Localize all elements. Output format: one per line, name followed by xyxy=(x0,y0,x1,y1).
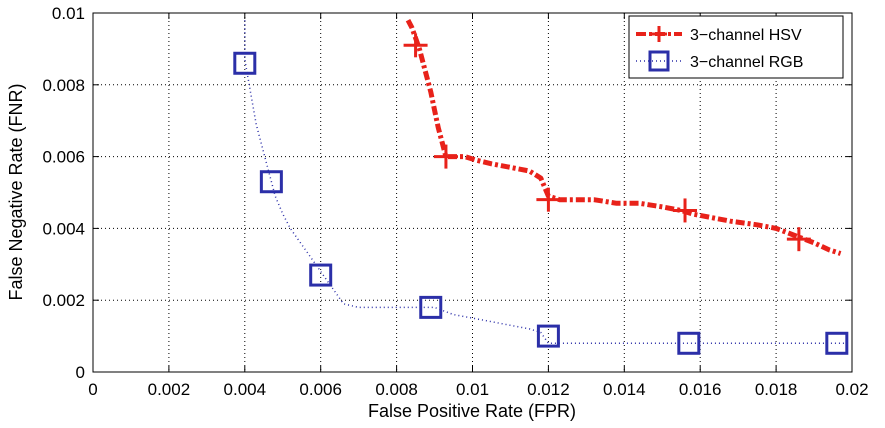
y-tick-label: 0.004 xyxy=(42,219,85,238)
y-tick-label: 0.006 xyxy=(42,148,85,167)
x-tick-label: 0.012 xyxy=(527,380,570,399)
series-rgb xyxy=(233,20,849,355)
series-rgb-marker xyxy=(677,331,701,355)
series-hsv-marker xyxy=(433,144,458,169)
y-tick-label: 0.008 xyxy=(42,76,85,95)
legend-box xyxy=(628,15,844,79)
grid-lines xyxy=(93,13,852,372)
series-rgb-marker xyxy=(419,295,443,319)
legend-rgb-label: 3−channel RGB xyxy=(690,54,803,71)
x-axis-label: False Positive Rate (FPR) xyxy=(368,401,576,421)
x-tick-label: 0.008 xyxy=(375,380,418,399)
series-rgb-marker xyxy=(309,263,333,287)
legend: 3−channel HSV 3−channel RGB xyxy=(628,15,844,79)
series-hsv-marker xyxy=(403,33,428,58)
x-tick-label: 0.01 xyxy=(456,380,489,399)
x-tick-label: 0.002 xyxy=(148,380,191,399)
series-rgb-marker xyxy=(233,51,257,75)
y-tick-label: 0 xyxy=(76,363,85,382)
legend-rgb-marker xyxy=(648,50,670,72)
x-tick-label: 0.006 xyxy=(299,380,342,399)
series-hsv-marker xyxy=(536,187,561,212)
series-rgb-marker xyxy=(825,331,849,355)
x-tick-label: 0.016 xyxy=(679,380,722,399)
series-layer xyxy=(233,19,849,355)
y-axis-label: False Negative Rate (FNR) xyxy=(6,83,26,300)
x-tick-label: 0.014 xyxy=(603,380,646,399)
series-hsv-line xyxy=(405,19,842,256)
x-tick-label: 0.004 xyxy=(224,380,267,399)
series-hsv-marker xyxy=(673,198,698,223)
series-rgb-marker xyxy=(536,324,560,348)
x-tick-label: 0 xyxy=(88,380,97,399)
series-hsv xyxy=(403,19,842,256)
x-tick-label: 0.02 xyxy=(835,380,868,399)
series-hsv-marker xyxy=(786,227,811,252)
series-rgb-marker xyxy=(259,170,283,194)
legend-hsv-label: 3−channel HSV xyxy=(690,27,802,44)
legend-hsv-marker xyxy=(651,26,667,42)
series-rgb-line xyxy=(244,20,845,345)
y-tick-label: 0.002 xyxy=(42,291,85,310)
x-tick-label: 0.018 xyxy=(755,380,798,399)
y-tick-label: 0.01 xyxy=(52,4,85,23)
axis-ticks: 0 0.002 0.004 0.006 0.008 0.01 0.012 0.014 0.016… xyxy=(42,4,868,399)
